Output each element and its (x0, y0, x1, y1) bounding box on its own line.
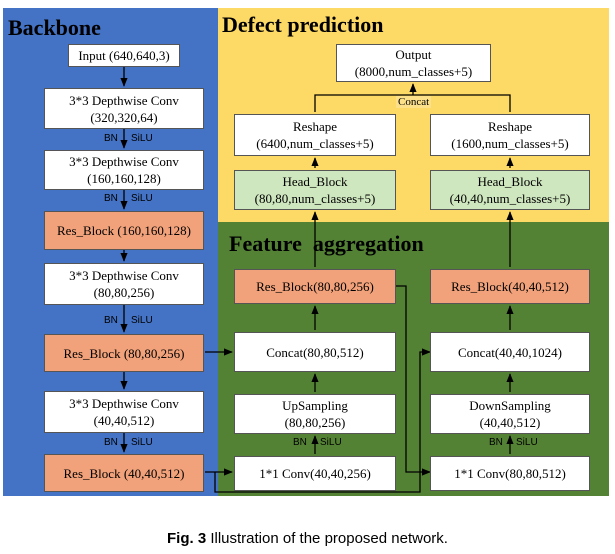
res-block-node-left: Res_Block(80,80,256) (234, 269, 396, 304)
bn-label: BN (104, 133, 118, 144)
depthwise-conv-node-4: 3*3 Depthwise Conv (40,40,512) (44, 391, 204, 433)
depthwise-conv-node-1: 3*3 Depthwise Conv (320,320,64) (44, 88, 204, 129)
res-block-node-2: Res_Block (80,80,256) (44, 334, 204, 372)
concat-node-right: Concat(40,40,1024) (430, 332, 590, 372)
prediction-title: Defect prediction (222, 12, 384, 37)
bn-label: BN (293, 437, 307, 448)
bn-label: BN (489, 437, 503, 448)
depthwise-conv-node-2: 3*3 Depthwise Conv (160,160,128) (44, 150, 204, 190)
caption-text: Illustration of the proposed network. (206, 530, 448, 547)
silu-label: SiLU (131, 193, 153, 204)
downsampling-node: DownSampling (40,40,512) (430, 394, 590, 434)
head-block-node-left: Head_Block (80,80,num_classes+5) (234, 170, 396, 210)
output-node: Output (8000,num_classes+5) (336, 44, 491, 82)
figure-caption: Fig. 3 Illustration of the proposed netw… (0, 530, 615, 547)
caption-label: Fig. 3 (167, 530, 207, 547)
depthwise-conv-node-3: 3*3 Depthwise Conv (80,80,256) (44, 263, 204, 305)
bn-label: BN (104, 193, 118, 204)
head-block-node-right: Head_Block (40,40,num_classes+5) (430, 170, 590, 210)
silu-label: SiLU (516, 437, 538, 448)
concat-node-left: Concat(80,80,512) (234, 332, 396, 372)
silu-label: SiLU (131, 315, 153, 326)
conv-1x1-node-right: 1*1 Conv(80,80,512) (430, 456, 590, 491)
conv-1x1-node-left: 1*1 Conv(40,40,256) (234, 456, 396, 491)
silu-label: SiLU (320, 437, 342, 448)
silu-label: SiLU (131, 133, 153, 144)
res-block-node-1: Res_Block (160,160,128) (44, 211, 204, 250)
concat-label: Concat (396, 96, 432, 108)
aggregation-title: Feature aggregation (229, 231, 424, 256)
bn-label: BN (104, 315, 118, 326)
silu-label: SiLU (131, 437, 153, 448)
res-block-node-right: Res_Block(40,40,512) (430, 269, 590, 304)
bn-label: BN (104, 437, 118, 448)
input-node: Input (640,640,3) (68, 44, 180, 67)
edge-res-left-conv-right (396, 285, 431, 476)
edge-res3-concat-right (214, 348, 431, 493)
upsampling-node: UpSampling (80,80,256) (234, 394, 396, 434)
reshape-node-left: Reshape (6400,num_classes+5) (234, 114, 396, 156)
reshape-node-right: Reshape (1600,num_classes+5) (430, 114, 590, 156)
res-block-node-3: Res_Block (40,40,512) (44, 454, 204, 492)
backbone-title: Backbone (8, 15, 101, 40)
